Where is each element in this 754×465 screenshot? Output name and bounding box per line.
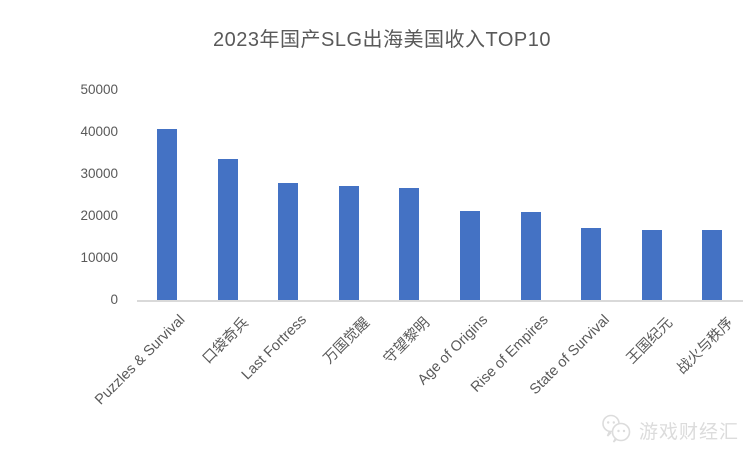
bar xyxy=(520,211,541,301)
bar xyxy=(702,230,723,301)
x-tick-label: 万国觉醒 xyxy=(320,314,373,368)
bar xyxy=(399,187,420,301)
y-tick-label: 0 xyxy=(110,292,118,307)
x-tick-label: Puzzles & Survival xyxy=(92,312,189,409)
bar xyxy=(641,230,662,301)
chat-bubbles-logo-icon xyxy=(600,413,632,448)
x-axis-line xyxy=(137,300,743,302)
y-tick-label: 10000 xyxy=(80,250,118,265)
x-tick-label: 守望黎明 xyxy=(381,314,434,368)
bar xyxy=(157,128,177,301)
bar xyxy=(581,228,602,301)
watermark-text: 游戏财经汇 xyxy=(639,422,740,443)
bar xyxy=(338,185,359,301)
y-tick-label: 50000 xyxy=(80,82,118,97)
x-tick-label: 王国纪元 xyxy=(623,314,676,368)
x-tick-label: 口袋奇兵 xyxy=(199,314,252,368)
chart-title: 2023年国产SLG出海美国收入TOP10 xyxy=(212,29,551,51)
y-tick-label: 40000 xyxy=(80,124,118,139)
y-tick-label: 30000 xyxy=(80,166,118,181)
y-tick-label: 20000 xyxy=(80,208,118,223)
bar xyxy=(278,182,299,301)
bar xyxy=(217,159,238,301)
x-tick-label: 战火与秩序 xyxy=(673,314,737,378)
bar xyxy=(460,210,480,301)
watermark: 游戏财经汇 xyxy=(600,413,739,448)
